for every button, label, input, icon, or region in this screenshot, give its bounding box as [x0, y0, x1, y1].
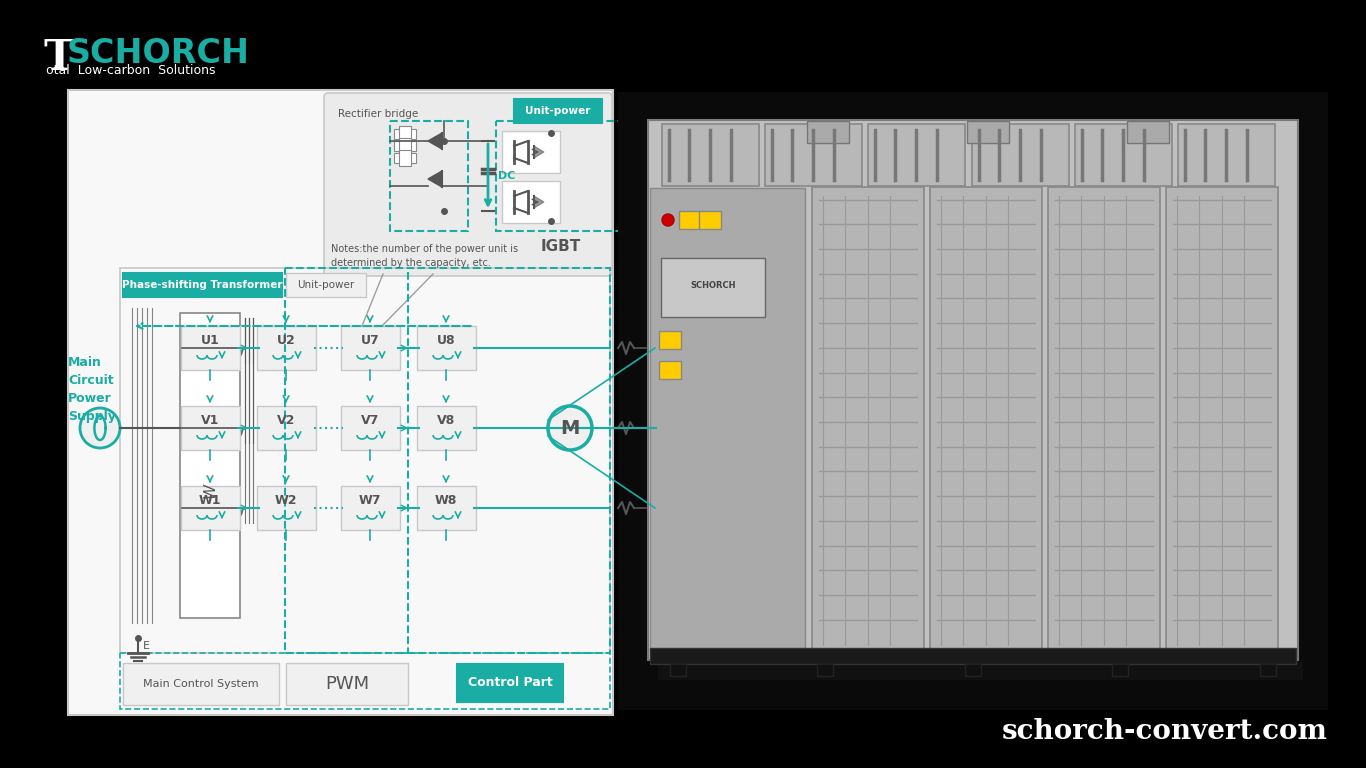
FancyBboxPatch shape — [658, 361, 682, 379]
FancyBboxPatch shape — [964, 664, 981, 676]
Text: U1: U1 — [201, 335, 220, 347]
FancyBboxPatch shape — [1259, 664, 1276, 676]
FancyBboxPatch shape — [393, 141, 417, 151]
FancyBboxPatch shape — [180, 326, 239, 370]
FancyBboxPatch shape — [514, 99, 602, 123]
FancyBboxPatch shape — [967, 121, 1009, 143]
FancyBboxPatch shape — [123, 663, 279, 705]
Text: W2: W2 — [275, 495, 298, 508]
FancyBboxPatch shape — [647, 120, 1298, 660]
Text: T: T — [42, 37, 74, 79]
Text: Control Part: Control Part — [467, 677, 552, 690]
FancyBboxPatch shape — [817, 664, 833, 676]
Text: V1: V1 — [201, 415, 219, 428]
FancyBboxPatch shape — [1167, 187, 1279, 654]
FancyBboxPatch shape — [340, 486, 399, 530]
FancyBboxPatch shape — [180, 486, 239, 530]
Text: W: W — [202, 483, 217, 498]
FancyBboxPatch shape — [68, 90, 613, 715]
FancyBboxPatch shape — [399, 126, 411, 142]
Text: IGBT: IGBT — [541, 239, 581, 254]
FancyBboxPatch shape — [650, 648, 1296, 664]
Text: Notes:the number of the power unit is
determined by the capacity, etc.: Notes:the number of the power unit is de… — [331, 244, 518, 268]
FancyBboxPatch shape — [417, 406, 475, 450]
Polygon shape — [428, 133, 443, 149]
Text: otal  Low-carbon  Solutions: otal Low-carbon Solutions — [46, 64, 216, 77]
FancyBboxPatch shape — [285, 663, 408, 705]
FancyBboxPatch shape — [617, 92, 1328, 710]
Circle shape — [548, 406, 591, 450]
Circle shape — [645, 503, 656, 513]
FancyBboxPatch shape — [340, 326, 399, 370]
FancyBboxPatch shape — [257, 406, 316, 450]
FancyBboxPatch shape — [180, 313, 240, 618]
Text: schorch-convert.com: schorch-convert.com — [1003, 718, 1328, 745]
FancyBboxPatch shape — [257, 486, 316, 530]
Polygon shape — [534, 146, 544, 158]
Text: DC: DC — [499, 171, 515, 181]
FancyBboxPatch shape — [340, 406, 399, 450]
Text: E: E — [143, 641, 150, 651]
FancyBboxPatch shape — [399, 150, 411, 166]
FancyBboxPatch shape — [658, 331, 682, 349]
FancyBboxPatch shape — [417, 326, 475, 370]
Text: M: M — [560, 419, 579, 439]
FancyBboxPatch shape — [811, 187, 923, 654]
FancyBboxPatch shape — [765, 124, 862, 186]
FancyBboxPatch shape — [867, 124, 964, 186]
FancyBboxPatch shape — [501, 131, 560, 173]
Polygon shape — [428, 171, 443, 187]
Text: Unit-power: Unit-power — [298, 280, 355, 290]
FancyBboxPatch shape — [417, 486, 475, 530]
FancyBboxPatch shape — [393, 129, 417, 139]
FancyBboxPatch shape — [458, 664, 563, 702]
Text: Phase-shifting Transformer: Phase-shifting Transformer — [122, 280, 283, 290]
Text: U2: U2 — [277, 335, 295, 347]
Polygon shape — [534, 196, 544, 208]
FancyBboxPatch shape — [1075, 124, 1172, 186]
Text: V8: V8 — [437, 415, 455, 428]
FancyBboxPatch shape — [285, 273, 366, 297]
Circle shape — [645, 343, 656, 353]
Text: Rectifier bridge: Rectifier bridge — [337, 109, 418, 119]
Circle shape — [643, 422, 656, 434]
FancyBboxPatch shape — [1127, 121, 1169, 143]
FancyBboxPatch shape — [661, 258, 765, 317]
Text: W8: W8 — [434, 495, 458, 508]
FancyBboxPatch shape — [658, 662, 1303, 680]
Text: SCHORCH: SCHORCH — [67, 37, 250, 70]
FancyBboxPatch shape — [669, 664, 686, 676]
Text: U7: U7 — [361, 335, 380, 347]
Text: SCHORCH: SCHORCH — [690, 280, 736, 290]
Text: Main Control System: Main Control System — [143, 679, 258, 689]
FancyBboxPatch shape — [650, 188, 805, 658]
FancyBboxPatch shape — [399, 138, 411, 154]
FancyBboxPatch shape — [1112, 664, 1128, 676]
FancyBboxPatch shape — [123, 273, 281, 297]
FancyBboxPatch shape — [180, 406, 239, 450]
Text: W7: W7 — [359, 495, 381, 508]
Text: Main
Circuit
Power
Supply: Main Circuit Power Supply — [68, 356, 116, 423]
FancyBboxPatch shape — [699, 211, 721, 229]
Text: PWM: PWM — [325, 675, 369, 693]
FancyBboxPatch shape — [930, 187, 1042, 654]
Text: W1: W1 — [198, 495, 221, 508]
FancyBboxPatch shape — [1177, 124, 1274, 186]
FancyBboxPatch shape — [807, 121, 850, 143]
Circle shape — [81, 408, 120, 448]
FancyBboxPatch shape — [257, 326, 316, 370]
Circle shape — [663, 214, 673, 226]
FancyBboxPatch shape — [1048, 187, 1160, 654]
Text: V2: V2 — [277, 415, 295, 428]
FancyBboxPatch shape — [393, 153, 417, 163]
Text: U8: U8 — [437, 335, 455, 347]
Text: V7: V7 — [361, 415, 380, 428]
FancyBboxPatch shape — [663, 124, 759, 186]
FancyBboxPatch shape — [679, 211, 701, 229]
FancyBboxPatch shape — [973, 124, 1070, 186]
FancyBboxPatch shape — [324, 93, 612, 276]
FancyBboxPatch shape — [501, 181, 560, 223]
Text: Unit-power: Unit-power — [526, 106, 590, 116]
